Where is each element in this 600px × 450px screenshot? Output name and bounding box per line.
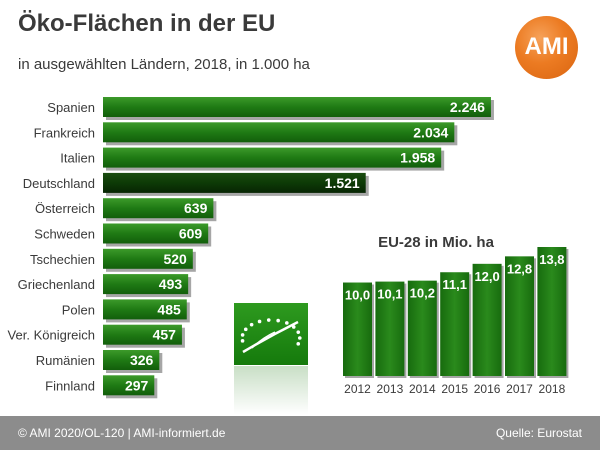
category-label: Tschechien <box>30 252 95 267</box>
column-2013 <box>375 281 405 376</box>
category-label: Griechenland <box>18 277 95 292</box>
value-label: 2.246 <box>450 99 485 115</box>
category-label: Spanien <box>47 100 95 115</box>
column-value-label: 12,8 <box>507 261 532 276</box>
year-label: 2016 <box>474 382 501 396</box>
year-label: 2014 <box>409 382 436 396</box>
value-label: 493 <box>159 276 183 292</box>
logo-star <box>296 330 301 334</box>
year-label: 2017 <box>506 382 533 396</box>
bar-schweden <box>103 223 209 244</box>
bar-verknigreich <box>103 324 182 345</box>
footer-copyright: © AMI 2020/OL-120 | AMI-informiert.de <box>18 426 226 440</box>
column-value-label: 10,0 <box>345 288 370 303</box>
logo-text: AMI <box>524 33 569 60</box>
year-label: 2015 <box>441 382 468 396</box>
value-label: 326 <box>130 352 154 368</box>
category-label: Schweden <box>34 227 95 242</box>
column-2017 <box>505 256 534 376</box>
year-label: 2018 <box>539 382 566 396</box>
bar-tschechien <box>103 248 193 269</box>
value-label: 1.521 <box>325 175 360 191</box>
category-label: Finnland <box>45 378 95 393</box>
value-label: 457 <box>153 327 177 343</box>
bar-frankreich <box>103 122 455 143</box>
value-label: 520 <box>163 251 187 267</box>
logo-star <box>276 318 280 323</box>
charts-canvas: Spanien 2.246 Frankreich 2.034 Italien 1.958 D… <box>8 97 569 414</box>
category-label: Polen <box>62 302 95 317</box>
bar-spanien <box>103 97 491 117</box>
logo-star <box>266 318 271 322</box>
country-bar-chart: Spanien 2.246 Frankreich 2.034 Italien 1.958 D… <box>8 97 494 399</box>
year-label: 2013 <box>377 382 404 396</box>
eu28-column-chart: EU-28 in Mio. ha 10,0 2012 10,1 2013 10,2 201… <box>343 234 569 396</box>
category-label: Italien <box>60 151 95 166</box>
category-label: Österreich <box>35 201 95 216</box>
column-2012 <box>343 282 372 376</box>
eu-organic-leaf-logo <box>234 303 308 414</box>
logo-star <box>240 333 245 337</box>
value-label: 485 <box>157 301 181 317</box>
column-value-label: 10,1 <box>377 287 402 302</box>
bar-finnland <box>103 375 155 396</box>
column-value-label: 13,8 <box>539 252 564 267</box>
eu28-chart-title: EU-28 in Mio. ha <box>378 234 495 251</box>
chart-title: Öko-Flächen in der EU <box>18 10 276 37</box>
bar-rumnien <box>103 350 160 370</box>
year-label: 2012 <box>344 382 371 396</box>
category-label: Deutschland <box>23 176 95 191</box>
bar-italien <box>103 147 442 168</box>
bar-griechenland <box>103 274 189 295</box>
value-label: 2.034 <box>413 124 448 140</box>
logo-star <box>291 325 296 329</box>
logo-star <box>249 322 254 327</box>
footer-bar: © AMI 2020/OL-120 | AMI-informiert.de Qu… <box>0 416 600 450</box>
chart-subtitle: in ausgewählten Ländern, 2018, in 1.000 … <box>18 56 310 73</box>
column-value-label: 12,0 <box>474 269 499 284</box>
category-label: Rumänien <box>36 353 95 368</box>
category-label: Ver. Königreich <box>8 328 95 343</box>
category-label: Frankreich <box>34 125 95 140</box>
logo-star <box>298 336 302 340</box>
logo-star <box>257 319 262 324</box>
value-label: 609 <box>179 226 203 242</box>
column-2014 <box>407 280 437 376</box>
logo-star <box>240 339 245 343</box>
bar-polen <box>103 299 187 320</box>
bar-deutschland <box>103 172 366 193</box>
bar-sterreich <box>103 198 214 219</box>
column-2018 <box>537 247 567 376</box>
ami-logo: AMI <box>515 16 578 79</box>
column-value-label: 10,2 <box>410 286 435 301</box>
value-label: 639 <box>184 200 208 216</box>
footer-source: Quelle: Eurostat <box>495 426 582 440</box>
logo-star <box>243 327 248 332</box>
column-2015 <box>440 272 470 376</box>
column-2016 <box>472 263 502 376</box>
value-label: 297 <box>125 377 149 393</box>
logo-star <box>296 342 301 346</box>
value-label: 1.958 <box>400 150 435 166</box>
logo-star <box>285 321 289 325</box>
column-value-label: 11,1 <box>442 277 467 292</box>
